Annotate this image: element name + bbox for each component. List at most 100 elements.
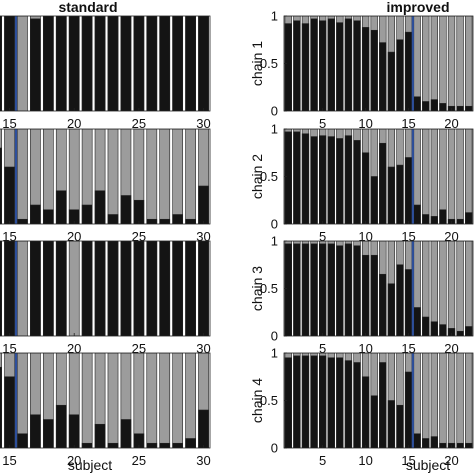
bars bbox=[0, 353, 209, 448]
bar-subject-4 bbox=[310, 243, 318, 336]
x-tick-label: 25 bbox=[132, 229, 146, 244]
bar-subject-19 bbox=[439, 324, 447, 336]
x-axis-label: subject bbox=[406, 457, 450, 473]
bar-subject-13 bbox=[387, 166, 396, 224]
y-tick-label: 1 bbox=[271, 9, 278, 24]
bar-subject-21 bbox=[456, 105, 464, 111]
bar-subject-17 bbox=[422, 316, 430, 336]
x-tick-label: 5 bbox=[319, 341, 326, 356]
bar-subject-19 bbox=[55, 190, 67, 224]
bar-subject-7 bbox=[336, 138, 344, 224]
bar-upper-subject-17 bbox=[30, 129, 41, 224]
panel-improved-row-2: 5 10 15 20 0 0.5 1 chain 2 bbox=[249, 122, 474, 244]
bar-subject-7 bbox=[336, 357, 344, 448]
bar-subject-5 bbox=[319, 243, 327, 336]
axes-frame bbox=[0, 240, 211, 337]
x-tick-label: 30 bbox=[196, 229, 210, 244]
bar-subject-14 bbox=[0, 241, 2, 336]
x-tick-label: 25 bbox=[132, 453, 146, 468]
bar-upper-subject-16 bbox=[17, 353, 28, 448]
bar-subject-18 bbox=[42, 419, 54, 448]
y-tick-label: 0 bbox=[271, 329, 278, 344]
bar-subject-13 bbox=[387, 283, 396, 336]
x-tick-label: 10 bbox=[358, 453, 372, 468]
chart-title: standard bbox=[58, 0, 117, 15]
bar-subject-23 bbox=[107, 442, 119, 448]
bar-subject-19 bbox=[55, 404, 67, 448]
bar-subject-27 bbox=[159, 218, 171, 224]
x-axis-label: subject bbox=[68, 457, 112, 473]
bar-upper-subject-18 bbox=[430, 353, 438, 448]
x-tick-label: 20 bbox=[444, 453, 458, 468]
bar-upper-subject-17 bbox=[422, 16, 430, 111]
bar-subject-8 bbox=[344, 243, 353, 336]
bar-subject-6 bbox=[327, 136, 335, 224]
bar-subject-23 bbox=[107, 214, 119, 224]
bar-subject-18 bbox=[430, 216, 438, 224]
x-tick-label: 15 bbox=[2, 229, 16, 244]
bar-subject-30 bbox=[198, 16, 209, 111]
x-tick-label: 20 bbox=[444, 341, 458, 356]
y-tick-label: 0.5 bbox=[260, 281, 278, 296]
bar-subject-21 bbox=[456, 330, 464, 336]
bar-subject-22 bbox=[465, 105, 473, 111]
bar-subject-20 bbox=[68, 16, 80, 111]
bars bbox=[0, 16, 209, 111]
bar-upper-subject-20 bbox=[447, 16, 456, 111]
bar-subject-18 bbox=[430, 321, 438, 336]
y-tick-label: 0.5 bbox=[260, 56, 278, 71]
panel-improved-row-3: 5 10 15 20 0 0.5 1 chain 3 bbox=[249, 234, 474, 356]
bar-subject-9 bbox=[353, 20, 361, 111]
bar-subject-15 bbox=[404, 31, 413, 111]
bars bbox=[284, 241, 473, 336]
bar-upper-subject-18 bbox=[430, 241, 438, 336]
y-tick-label: 0.5 bbox=[260, 393, 278, 408]
bar-subject-19 bbox=[439, 442, 447, 448]
bar-subject-17 bbox=[30, 18, 41, 111]
x-tick-label: 5 bbox=[319, 453, 326, 468]
bar-subject-5 bbox=[319, 20, 327, 111]
bar-upper-subject-18 bbox=[430, 129, 438, 224]
bar-subject-25 bbox=[133, 199, 145, 224]
bar-subject-16 bbox=[17, 218, 28, 224]
bar-subject-4 bbox=[310, 355, 318, 448]
bar-subject-1 bbox=[284, 131, 292, 224]
bar-subject-27 bbox=[159, 442, 171, 448]
bar-subject-16 bbox=[413, 96, 421, 111]
bar-upper-subject-16 bbox=[17, 129, 28, 224]
bar-upper-subject-20 bbox=[447, 241, 456, 336]
bar-subject-15 bbox=[404, 371, 413, 448]
panel-improved-row-4: 5 10 15 20 0 0.5 1 chain 4 subject bbox=[249, 346, 474, 473]
bar-subject-30 bbox=[198, 409, 209, 448]
bar-upper-subject-17 bbox=[422, 129, 430, 224]
y-axis-label: chain 3 bbox=[249, 266, 265, 311]
bar-subject-24 bbox=[120, 241, 132, 336]
bar-subject-18 bbox=[430, 99, 438, 111]
x-tick-label: 10 bbox=[358, 116, 372, 131]
bar-subject-14 bbox=[0, 16, 2, 111]
bar-subject-17 bbox=[422, 214, 430, 224]
y-tick-label: 1 bbox=[271, 122, 278, 137]
bar-subject-14 bbox=[0, 366, 2, 448]
panel-standard-row-1: 15 20 25 30 standard bbox=[0, 0, 211, 131]
bar-subject-11 bbox=[370, 395, 378, 448]
x-tick-label: 25 bbox=[132, 341, 146, 356]
bar-subject-14 bbox=[0, 147, 2, 224]
bar-upper-subject-26 bbox=[146, 129, 158, 224]
bar-subject-21 bbox=[81, 241, 93, 336]
bar-upper-subject-16 bbox=[17, 16, 28, 111]
y-tick-label: 0 bbox=[271, 217, 278, 232]
bar-subject-22 bbox=[465, 212, 473, 224]
bar-upper-subject-19 bbox=[439, 16, 447, 111]
bar-subject-21 bbox=[81, 442, 93, 448]
bar-subject-23 bbox=[107, 241, 119, 336]
x-tick-label: 20 bbox=[67, 116, 81, 131]
bar-subject-11 bbox=[370, 176, 378, 224]
bar-upper-subject-18 bbox=[42, 353, 54, 448]
x-tick-label: 15 bbox=[401, 341, 415, 356]
bar-subject-21 bbox=[456, 218, 464, 224]
bar-upper-subject-22 bbox=[465, 353, 473, 448]
y-tick-label: 0.5 bbox=[260, 169, 278, 184]
bar-upper-subject-21 bbox=[456, 353, 464, 448]
bar-upper-subject-19 bbox=[439, 353, 447, 448]
